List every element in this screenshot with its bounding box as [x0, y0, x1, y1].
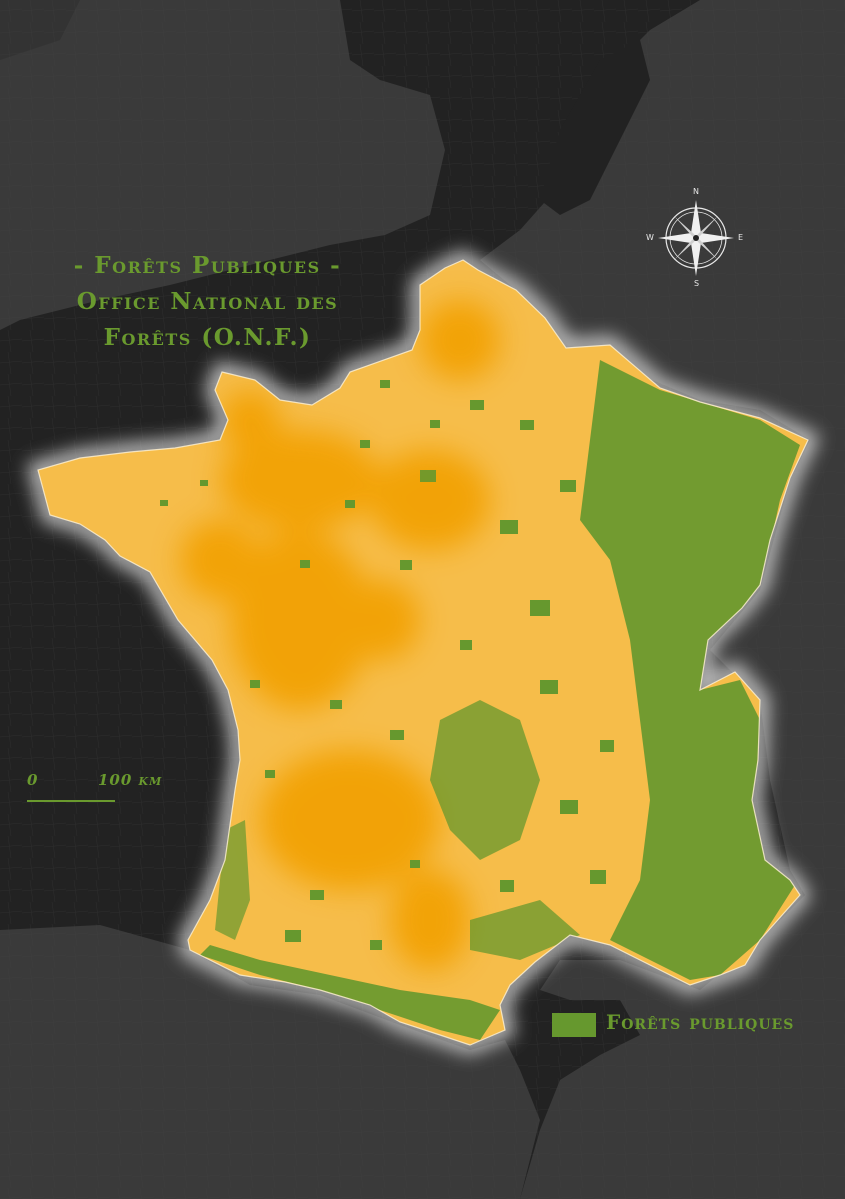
france-coastline: [37, 259, 809, 1046]
compass-rose-icon: N S E W: [644, 186, 748, 290]
scale-bar: [27, 800, 115, 802]
scale-end-label: 100 km: [98, 771, 163, 789]
compass-south-label: S: [694, 279, 700, 288]
map-title-line-1: - Forêts Publiques -: [73, 252, 342, 279]
compass-west-label: W: [646, 233, 654, 242]
scale-start-label: 0: [27, 771, 39, 789]
forest-areas: [160, 360, 800, 1040]
compass-east-label: E: [738, 233, 744, 242]
legend-label-forets: Forêts publiques: [606, 1010, 795, 1034]
map-title-line-3: Forêts (O.N.F.): [103, 324, 312, 351]
map-title-line-2: Office National des: [76, 288, 339, 315]
compass-north-label: N: [693, 187, 699, 196]
density-hotspots: [180, 300, 500, 970]
legend-swatch-forets: [552, 1013, 596, 1037]
